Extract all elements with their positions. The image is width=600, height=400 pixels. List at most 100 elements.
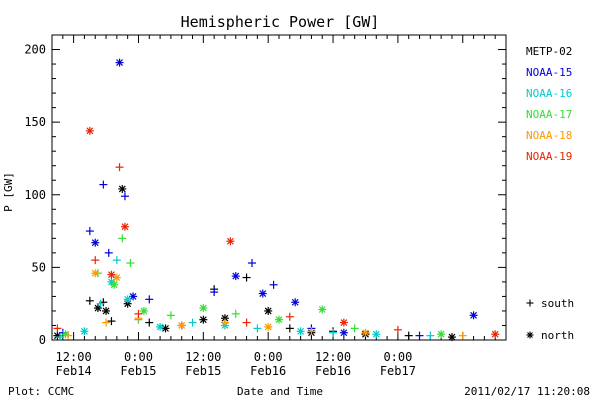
data-point [102,306,111,315]
x-tick-label: 12:00 [56,350,92,364]
marker-stroke [340,319,348,326]
marker-stroke [116,59,123,67]
x-tick-date: Feb15 [120,364,156,378]
data-point [210,288,219,297]
data-point [161,324,170,333]
y-tick-label: 200 [24,43,46,57]
marker-stroke [372,330,380,338]
marker-stroke [53,332,61,340]
marker-stroke [94,304,102,312]
data-point [199,304,208,313]
data-point [126,259,135,268]
y-axis-label: P [GW] [2,172,15,212]
data-point [318,305,327,314]
data-point [120,222,129,231]
marker-stroke [318,306,326,313]
legend-entry: METP-02 [526,45,572,58]
y-tick-label: 0 [39,333,46,347]
data-point [120,192,129,201]
data-point [350,324,359,333]
data-point [404,331,413,340]
x-tick-label: 0:00 [124,350,153,364]
data-point [129,292,138,301]
data-point [231,309,240,318]
marker-stroke [275,316,283,324]
marker-stroke [259,290,267,297]
y-tick-label: 100 [24,188,46,202]
marker-stroke [118,185,126,193]
data-point [134,309,143,318]
data-point [118,234,127,243]
data-point [123,295,132,304]
marker-legend-symbol [526,299,534,307]
data-point [145,318,154,327]
data-point [437,330,446,339]
series-legend: METP-02 NOAA-15 NOAA-16 NOAA-17 NOAA-18 NOAA-… [526,45,572,163]
marker-stroke [491,330,499,338]
data-point [107,317,116,326]
x-tick-date: Feb16 [315,364,351,378]
legend-entry: NOAA-16 [526,87,572,100]
marker-stroke [297,327,305,335]
marker-stroke [86,127,94,135]
data-point [93,304,102,313]
marker-stroke [437,330,445,338]
marker-stroke [121,223,129,231]
marker-stroke [448,333,456,341]
marker-stroke [140,307,148,315]
marker-stroke [91,239,99,247]
data-point [115,58,124,67]
marker-stroke [221,314,229,322]
marker-legend-label: north [541,329,574,342]
data-point [115,163,124,172]
data-point [285,312,294,321]
data-point [296,327,305,336]
data-point [118,184,127,193]
marker-stroke [102,307,110,315]
marker-stroke [264,323,272,331]
data-points [53,58,500,342]
marker-stroke [232,272,240,280]
data-point [91,256,100,265]
legend-entry: NOAA-18 [526,129,572,142]
marker-stroke [178,322,186,329]
data-point [53,324,62,333]
x-tick-date: Feb16 [250,364,286,378]
data-point [258,289,267,298]
data-point [372,330,381,339]
data-point [80,327,89,336]
plot-timestamp: 2011/02/17 11:20:08 [464,385,590,398]
x-tick-label: 12:00 [185,350,221,364]
data-point [491,330,500,339]
data-point [64,331,73,340]
data-point [275,315,283,324]
y-tick-label: 150 [24,115,46,129]
marker-stroke [226,237,234,245]
data-point [426,331,435,340]
x-axis-label: Date and Time [237,385,323,398]
x-tick-date: Feb15 [185,364,221,378]
data-point [307,327,316,336]
marker-stroke [199,316,207,324]
y-tick-label: 50 [32,260,46,274]
x-tick-date: Feb17 [380,364,416,378]
x-tick-label: 12:00 [315,350,351,364]
marker-stroke [264,307,272,315]
marker-stroke [110,281,118,289]
data-point [339,318,348,327]
legend-entry: NOAA-19 [526,150,572,163]
data-point [242,273,251,282]
data-point [264,306,273,315]
plot-credit: Plot: CCMC [8,385,74,398]
data-point [139,306,148,315]
legend-entry: NOAA-15 [526,66,572,79]
data-point [285,324,294,333]
data-point [156,322,165,331]
data-point [415,331,424,340]
data-point [447,333,456,342]
data-point [107,270,116,279]
data-point [291,298,300,307]
marker-stroke [470,311,477,319]
data-point [188,318,197,327]
marker-stroke [113,274,121,281]
